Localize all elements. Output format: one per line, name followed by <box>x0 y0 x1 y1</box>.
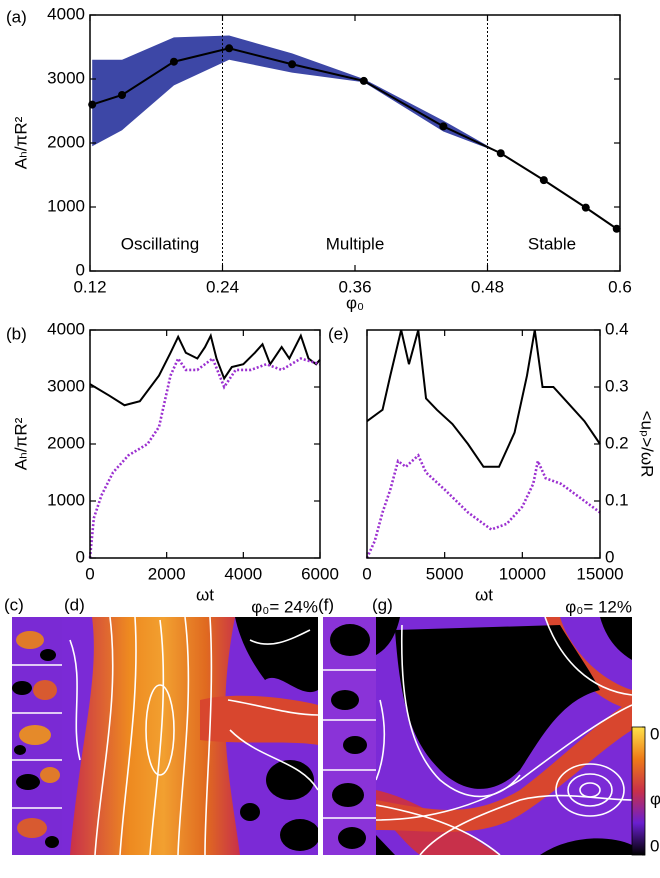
y-axis-label: Aₕ/πR² <box>11 116 30 169</box>
y-tick-label: 0 <box>76 260 85 279</box>
x-tick-label: 0.24 <box>206 277 239 296</box>
y-tick-label: 0 <box>76 547 85 566</box>
x-tick-label: 0.6 <box>608 277 632 296</box>
colorbar <box>631 726 646 856</box>
panel-label: (g) <box>372 595 393 614</box>
series-line <box>89 332 321 407</box>
x-tick-label: 0.36 <box>338 277 371 296</box>
x-tick-label: 0.48 <box>471 277 504 296</box>
panel-label: (e) <box>328 324 349 343</box>
data-point <box>581 203 590 212</box>
x-tick-label: 15000 <box>576 564 623 583</box>
y-tick-label: 1000 <box>47 196 85 215</box>
data-point <box>359 76 368 85</box>
x-tick-label: 6000 <box>301 564 339 583</box>
band <box>92 35 501 154</box>
y-tick-label: 2000 <box>47 132 85 151</box>
panel-label: (f) <box>318 595 334 614</box>
data-point <box>169 57 178 66</box>
image-g <box>376 617 632 855</box>
y2-tick-label: 0 <box>605 547 614 566</box>
y-axis-label: Aₕ/πR² <box>11 417 30 470</box>
data-point <box>539 176 548 185</box>
y2-tick-label: 0.4 <box>605 319 629 338</box>
series-line <box>366 329 601 468</box>
colorbar-tick-label: 0.6 <box>650 724 660 743</box>
data-point <box>288 60 297 69</box>
x-axis-label: ωt <box>196 585 214 604</box>
x-tick-label: 0.12 <box>73 277 106 296</box>
image-c <box>12 617 62 855</box>
annotation: Stable <box>528 234 576 253</box>
x-tick-label: 4000 <box>224 564 262 583</box>
y-tick-label: 3000 <box>47 376 85 395</box>
y-tick-label: 3000 <box>47 68 85 87</box>
x-tick-label: 5000 <box>426 564 464 583</box>
annotation: Oscillating <box>121 234 199 253</box>
x-tick-label: 10000 <box>499 564 546 583</box>
y2-tick-label: 0.3 <box>605 376 629 395</box>
x-axis-label: φ₀ <box>346 293 364 312</box>
panel-label: (b) <box>6 324 27 343</box>
y-tick-label: 2000 <box>47 433 85 452</box>
panel-label: (d) <box>64 595 85 614</box>
data-point <box>439 122 448 131</box>
series-line <box>365 453 601 559</box>
y-tick-label: 4000 <box>47 4 85 23</box>
annotation: Multiple <box>326 234 385 253</box>
image-d <box>62 617 318 855</box>
colorbar-tick-label: 0 <box>650 836 659 855</box>
image-f <box>323 617 376 855</box>
y-tick-label: 4000 <box>47 319 85 338</box>
annotation: φ₀= 24% <box>251 597 318 616</box>
x-tick-label: 0 <box>362 564 371 583</box>
colorbar-label: φ <box>650 789 660 808</box>
x-tick-label: 2000 <box>148 564 186 583</box>
data-point <box>612 224 621 233</box>
panel-label: (c) <box>4 595 24 614</box>
y-tick-label: 1000 <box>47 490 85 509</box>
panel-label: (a) <box>6 7 27 26</box>
y2-tick-label: 0.2 <box>605 433 629 452</box>
data-point <box>118 91 127 99</box>
y2-tick-label: 0.1 <box>605 490 629 509</box>
data-point <box>496 149 505 158</box>
x-tick-label: 0 <box>85 564 94 583</box>
data-point <box>225 44 234 53</box>
x-axis-label: ωt <box>475 585 493 604</box>
annotation: φ₀= 12% <box>565 597 632 616</box>
series-line <box>88 355 321 559</box>
y2-axis-label: <uₚ>/ωR <box>638 411 657 478</box>
